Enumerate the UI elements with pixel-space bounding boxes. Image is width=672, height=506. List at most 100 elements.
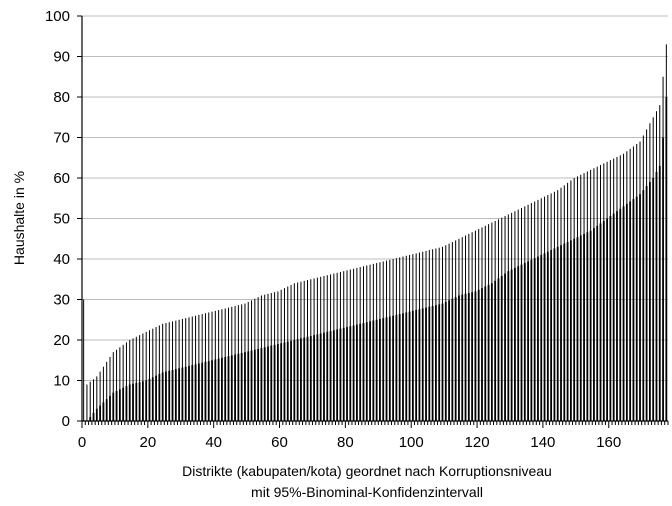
bar-109	[438, 304, 441, 421]
bar-37	[201, 362, 204, 421]
bar-36	[197, 363, 200, 421]
bar-24	[158, 374, 161, 421]
bar-118	[467, 293, 470, 421]
bar-116	[461, 294, 464, 421]
bar-83	[352, 325, 355, 421]
bar-6	[99, 405, 102, 421]
bar-17	[135, 382, 138, 421]
bar-74	[323, 332, 325, 421]
bar-168	[632, 199, 635, 421]
bar-70	[309, 335, 312, 421]
bar-49	[240, 352, 243, 421]
bar-72	[316, 334, 319, 421]
bar-97	[398, 314, 401, 421]
bar-154	[586, 232, 589, 421]
bar-123	[484, 286, 487, 421]
bar-78	[336, 329, 339, 421]
y-tick-label-100: 100	[45, 8, 70, 25]
y-tick-label-40: 40	[53, 251, 70, 268]
bar-79	[339, 328, 342, 421]
bar-129	[504, 273, 506, 421]
bar-30	[178, 368, 181, 421]
bar-62	[283, 342, 286, 421]
bar-100	[408, 311, 411, 421]
bar-16	[132, 383, 134, 421]
bar-155	[589, 230, 592, 421]
bar-90	[375, 319, 378, 421]
bar-174	[652, 178, 655, 421]
tick-labels: 0 10 20 30 40 50 60 70 80 90 100 0 20 40 60 80 100 120 140…	[45, 8, 621, 451]
bar-71	[313, 335, 316, 421]
y-tick-label-20: 20	[53, 332, 70, 349]
bar-167	[629, 201, 632, 421]
bar-10	[112, 392, 115, 421]
bar-34	[191, 365, 194, 421]
bar-19	[141, 381, 144, 421]
bar-29	[174, 369, 177, 421]
bar-115	[458, 295, 460, 421]
bar-114	[454, 297, 457, 421]
bar-151	[576, 237, 579, 421]
bar-65	[293, 340, 296, 421]
bar-164	[619, 208, 622, 421]
bar-124	[487, 284, 490, 421]
bar-144	[553, 248, 556, 421]
bar-87	[365, 322, 368, 421]
bar-45	[227, 356, 230, 421]
bar-126	[494, 280, 497, 421]
bar-61	[280, 343, 283, 421]
bar-33	[188, 365, 190, 421]
bar-96	[395, 314, 398, 421]
bar-95	[392, 315, 395, 421]
bar-18	[138, 382, 141, 421]
bar-38	[204, 361, 207, 421]
bar-47	[234, 354, 236, 421]
bar-132	[514, 267, 516, 421]
bar-54	[257, 348, 260, 421]
bar-39	[207, 361, 210, 421]
bar-66	[296, 339, 299, 421]
x-tick-label-60: 60	[271, 434, 288, 451]
bar-57	[267, 346, 269, 421]
bar-125	[490, 283, 493, 421]
bar-147	[563, 243, 566, 421]
bar-77	[332, 330, 335, 421]
y-tick-label-80: 80	[53, 89, 70, 106]
bars	[89, 97, 668, 421]
bar-120	[474, 291, 477, 421]
bar-161	[609, 216, 612, 421]
x-axis-title-line-2: mit 95%-Binominal-Konfidenzintervall	[251, 484, 483, 500]
bar-32	[184, 366, 187, 421]
bar-105	[425, 307, 427, 421]
bar-172	[645, 186, 648, 421]
bar-76	[329, 331, 332, 421]
bar-98	[402, 313, 404, 421]
bar-85	[359, 323, 362, 421]
bar-102	[415, 310, 418, 421]
x-tick-label-120: 120	[465, 434, 490, 451]
bar-22	[151, 377, 154, 421]
bar-48	[237, 353, 240, 421]
bar-75	[326, 331, 329, 421]
bar-136	[527, 261, 529, 421]
bar-163	[616, 211, 618, 421]
bar-11	[115, 391, 118, 421]
bar-146	[560, 245, 562, 421]
bar-178	[665, 97, 668, 421]
y-tick-label-10: 10	[53, 373, 70, 390]
bar-46	[230, 355, 233, 421]
bar-110	[441, 303, 444, 421]
bar-171	[642, 190, 645, 421]
bar-101	[411, 310, 414, 421]
bar-134	[520, 264, 523, 421]
bar-107	[431, 305, 434, 421]
bar-175	[655, 171, 658, 421]
bar-149	[569, 240, 572, 421]
bar-157	[596, 225, 599, 421]
bar-170	[639, 194, 641, 421]
bar-111	[444, 301, 447, 421]
bar-137	[530, 259, 533, 421]
bar-35	[194, 364, 197, 421]
bar-44	[224, 357, 227, 421]
bar-135	[523, 263, 526, 421]
